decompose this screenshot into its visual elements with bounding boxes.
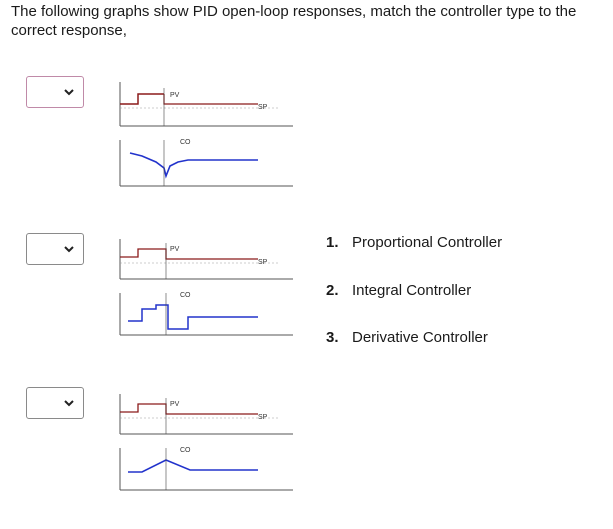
chevron-down-icon xyxy=(64,246,74,253)
sp-label: SP xyxy=(258,259,268,266)
answer-item: 2. Integral Controller xyxy=(326,282,471,299)
pv-label: PV xyxy=(170,246,180,253)
response-2-dropdown[interactable] xyxy=(26,233,84,265)
response-graph-1: PV SP CO xyxy=(119,82,293,187)
response-1-dropdown[interactable] xyxy=(26,76,84,108)
chevron-down-icon xyxy=(64,400,74,407)
co-label: CO xyxy=(180,292,191,299)
pv-label: PV xyxy=(170,92,180,99)
co-label: CO xyxy=(180,139,191,146)
answer-label: Derivative Controller xyxy=(352,329,488,346)
chevron-down-icon xyxy=(64,89,74,96)
question-text: The following graphs show PID open-loop … xyxy=(11,3,577,39)
answer-item: 3. Derivative Controller xyxy=(326,329,488,346)
answer-number: 3. xyxy=(326,329,339,346)
co-label: CO xyxy=(180,447,191,454)
answer-item: 1. Proportional Controller xyxy=(326,234,502,251)
answer-label: Proportional Controller xyxy=(352,234,503,251)
sp-label: SP xyxy=(258,414,268,421)
response-graph-2: PV SP CO xyxy=(119,239,293,336)
pv-label: PV xyxy=(170,401,180,408)
sp-label: SP xyxy=(258,104,268,111)
response-graph-3: PV SP CO xyxy=(119,394,293,491)
answer-label: Integral Controller xyxy=(352,282,472,299)
answer-number: 2. xyxy=(326,282,339,299)
answer-number: 1. xyxy=(326,234,339,251)
response-3-dropdown[interactable] xyxy=(26,387,84,419)
